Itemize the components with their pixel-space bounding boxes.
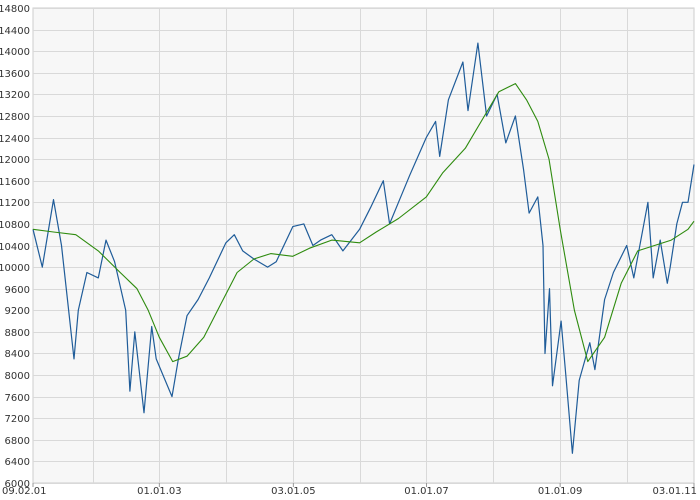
y-tick-label: 8400 [5,349,30,360]
y-tick-label: 9600 [5,285,30,296]
y-tick-label: 8000 [5,371,30,382]
x-tick-label: 03.01.11 [652,486,697,497]
x-axis: 09.02.01 01.01.03 03.01.05 01.01.07 01.01.09… [2,483,697,497]
y-tick-label: 11200 [0,198,30,209]
y-tick-label: 10800 [0,220,30,231]
y-tick-label: 14000 [0,47,30,58]
y-tick-label: 9200 [5,306,30,317]
y-tick-label: 7600 [5,393,30,404]
y-tick-label: 11600 [0,177,30,188]
y-tick-label: 7200 [5,414,30,425]
y-tick-label: 12400 [0,134,30,145]
y-tick-label: 10400 [0,242,30,253]
y-tick-label: 14800 [0,4,30,15]
grid [33,8,694,484]
y-axis: 6000 6400 6800 7200 7600 8000 8400 8800 9200 9600… [0,4,30,490]
x-tick-label: 01.01.09 [538,486,583,497]
y-tick-label: 8800 [5,328,30,339]
y-tick-label: 12800 [0,112,30,123]
y-tick-label: 10000 [0,263,30,274]
series-2-line [32,83,695,363]
x-tick-label: 01.01.03 [137,486,182,497]
y-tick-label: 6000 [5,479,30,490]
plot-area [32,7,695,484]
y-tick-label: 13600 [0,69,30,80]
y-tick-label: 6800 [5,436,30,447]
y-tick-label: 6400 [5,457,30,468]
x-tick-label: 03.01.05 [271,486,316,497]
y-tick-label: 14400 [0,26,30,37]
y-tick-label: 13200 [0,90,30,101]
y-tick-label: 12000 [0,155,30,166]
x-tick-label: 09.02.01 [2,486,47,497]
x-tick-label: 01.01.07 [404,486,449,497]
series-layer [32,42,695,454]
series-1-line [32,42,695,454]
